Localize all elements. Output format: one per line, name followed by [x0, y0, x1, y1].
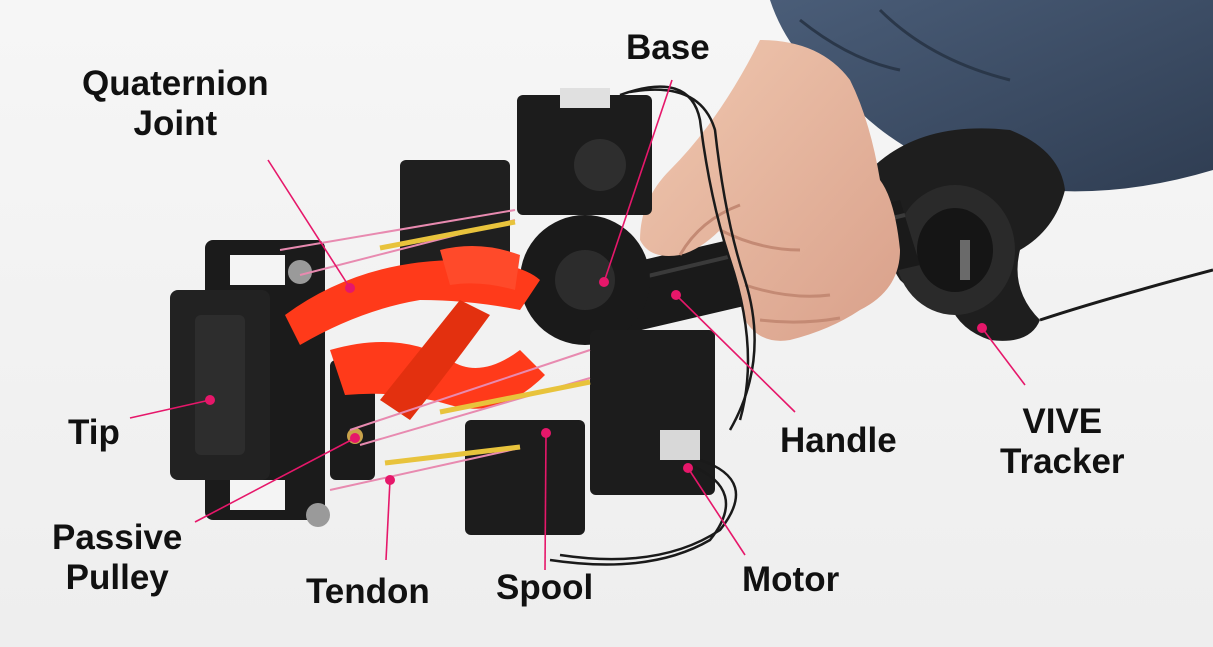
hand [640, 40, 900, 341]
label-spool: Spool [496, 568, 594, 607]
label-quaternion-joint-line1: Quaternion [82, 64, 269, 103]
label-motor: Motor [742, 560, 840, 599]
tracker-cable [1039, 268, 1213, 322]
wires [549, 85, 756, 566]
label-vive-tracker-line2: Tracker [1000, 442, 1125, 481]
leader-lines [129, 79, 1026, 571]
label-quaternion-joint: Quaternion Joint [82, 64, 269, 144]
label-vive-tracker-line1: VIVE [1022, 402, 1103, 441]
marker-dots [205, 277, 987, 485]
label-quaternion-joint-line2: Joint [133, 104, 218, 143]
sleeve [770, 0, 1213, 192]
label-passive-pulley-line1: Passive [52, 518, 183, 557]
sleeve-fold [799, 8, 1011, 82]
label-base: Base [626, 28, 710, 67]
quaternion-joint [285, 246, 545, 420]
central-hub [520, 215, 650, 345]
label-vive-tracker: VIVE Tracker [1000, 402, 1125, 482]
vive-tracker [870, 128, 1213, 341]
label-passive-pulley-line2: Pulley [65, 558, 169, 597]
label-passive-pulley: Passive Pulley [52, 518, 182, 598]
label-tendon: Tendon [306, 572, 430, 611]
label-tip: Tip [68, 413, 120, 452]
label-handle: Handle [780, 421, 897, 460]
